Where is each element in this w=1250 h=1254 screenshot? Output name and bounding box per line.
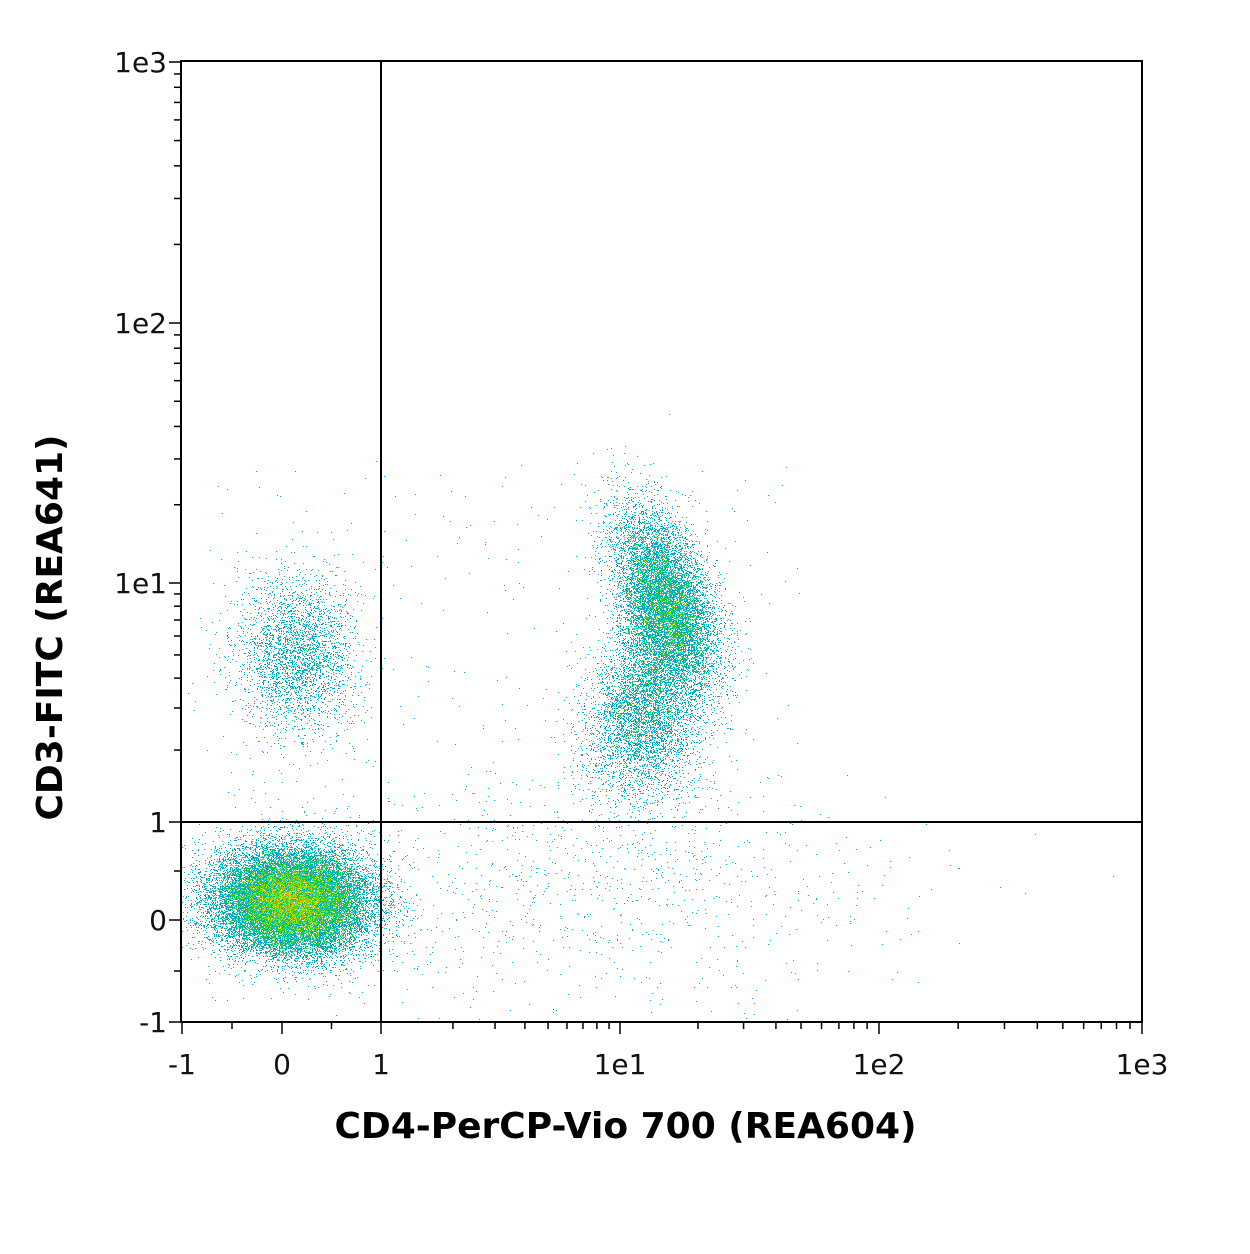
y-axis-title: CD3-FITC (REA641) — [30, 434, 71, 820]
tick-labels: -1 0 1 1e1 1e2 1e3 -1 0 1 1e1 1e2 1e3 — [114, 46, 1168, 1081]
axis-ticks — [169, 61, 1143, 1034]
density-dots — [181, 61, 1142, 1022]
x-tick-label: 1e1 — [594, 1048, 647, 1081]
y-tick-label: 1 — [149, 806, 167, 839]
x-axis-title: CD4-PerCP-Vio 700 (REA604) — [334, 1106, 916, 1147]
x-tick-label: 1 — [372, 1048, 390, 1081]
x-tick-label: 1e3 — [1116, 1048, 1169, 1081]
y-tick-label: 1e1 — [114, 567, 167, 600]
x-tick-label: 1e2 — [853, 1048, 906, 1081]
x-tick-label: -1 — [168, 1048, 196, 1081]
density-image — [181, 61, 1142, 1022]
x-tick-label: 0 — [273, 1048, 291, 1081]
y-tick-label: 0 — [149, 904, 167, 937]
quadrant-gate — [181, 61, 1142, 1022]
plot-frame — [180, 60, 1143, 1023]
y-tick-label: 1e3 — [114, 46, 167, 79]
y-tick-label: -1 — [139, 1006, 167, 1039]
y-tick-label: 1e2 — [114, 307, 167, 340]
